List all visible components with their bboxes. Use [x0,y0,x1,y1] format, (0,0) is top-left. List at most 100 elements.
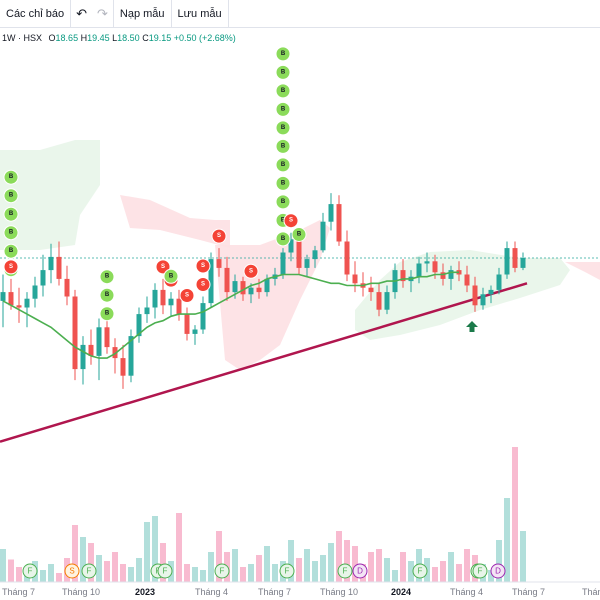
volume-bar [256,555,262,582]
open-value: 18.65 [55,33,79,43]
volume-bar [136,558,142,582]
volume-bars [0,447,526,582]
volume-bar [184,564,190,582]
signal-dot [3,188,19,204]
candle-body [16,305,22,308]
sell-signal: S [211,228,227,244]
candle-body [152,289,158,308]
moving-average [2,271,459,359]
buy-signal: B [3,243,19,259]
candle-body [504,248,510,275]
event-letter: F [163,567,168,576]
candle-body [96,327,102,356]
candle-body [496,274,502,290]
volume-bar [296,558,302,582]
buy-signal: B [291,227,307,242]
sell-signal: S [179,288,195,303]
signal-dot [99,269,115,285]
candle-body [424,261,430,264]
candle-body [200,303,206,330]
event-letter: F [87,567,92,576]
signal-letter: B [169,273,174,279]
time-axis-label: Tháng 7 [2,587,35,597]
time-axis-label: 2024 [391,587,411,597]
time-axis-label: Tháng 4 [450,587,483,597]
event-dot [157,563,173,579]
candle-body [312,250,318,260]
event-dot [490,563,506,579]
signal-dot [275,83,291,99]
volume-bar [440,561,446,582]
volume-bar [376,549,382,582]
candle-body [488,289,494,295]
candle-body [472,285,478,306]
candle-body [64,278,70,297]
candle-body [208,259,214,304]
signal-dot [275,46,291,62]
buy-signal: B [3,188,19,204]
trendline [0,282,528,443]
load-template-button[interactable]: Nạp mẫu [119,7,165,20]
buy-signal: B [275,64,291,80]
candle-body [328,204,334,222]
event-letter: F [220,567,225,576]
signal-dot [3,206,19,222]
candle-body [216,259,222,268]
volume-bar [272,564,278,582]
signal-letter: B [9,248,14,254]
time-axis-label: Tháng [582,587,600,597]
candle-body [520,258,526,268]
volume-bar [96,555,102,582]
volume-bar [80,537,86,582]
signal-letter: B [9,230,14,236]
candle-body [384,292,390,310]
volume-bar [392,570,398,582]
event-dot [337,563,353,579]
signal-letter: S [217,233,221,239]
signal-letter: S [201,263,205,269]
signal-letter: S [289,218,293,224]
candle-body [296,239,302,268]
volume-bar [208,552,214,582]
redo-icon[interactable]: ↷ [97,5,108,21]
time-axis-label: Tháng 7 [512,587,545,597]
event-marker: D [490,563,506,579]
volume-bar [120,564,126,582]
signal-dot [195,277,211,292]
high-label: H [80,33,88,43]
volume-bar [512,447,518,582]
candle-body [0,292,6,301]
event-dot [64,563,80,579]
signal-letter: B [281,69,286,75]
candle-body [264,278,270,293]
event-marker: F [279,563,295,579]
volume-bar [432,567,438,582]
sell-signal: S [283,213,299,229]
support-trendline [0,282,528,443]
event-marker: F [412,563,428,579]
volume-bar [368,552,374,582]
toolbar-divider [70,0,72,28]
up-arrow-icon [466,321,478,332]
signal-letter: S [161,264,165,270]
signal-dot [275,175,291,191]
signal-letter: B [297,232,302,238]
candle-body [8,292,14,306]
signal-letter: B [281,51,286,57]
candle-body [80,344,86,370]
signal-dot [3,243,19,259]
candle-body [192,329,198,334]
toolbar-divider [227,0,229,28]
candle-body [72,296,78,370]
moving-average-line [2,271,459,359]
undo-icon[interactable]: ↶ [76,5,87,21]
volume-bar [200,570,206,582]
volume-bar [504,498,510,582]
indicators-button[interactable]: Các chỉ báo [6,7,65,20]
volume-bar [288,540,294,582]
signal-letter: B [9,193,14,199]
volume-bar [264,546,270,582]
volume-bar [448,552,454,582]
save-template-button[interactable]: Lưu mẫu [177,7,222,20]
